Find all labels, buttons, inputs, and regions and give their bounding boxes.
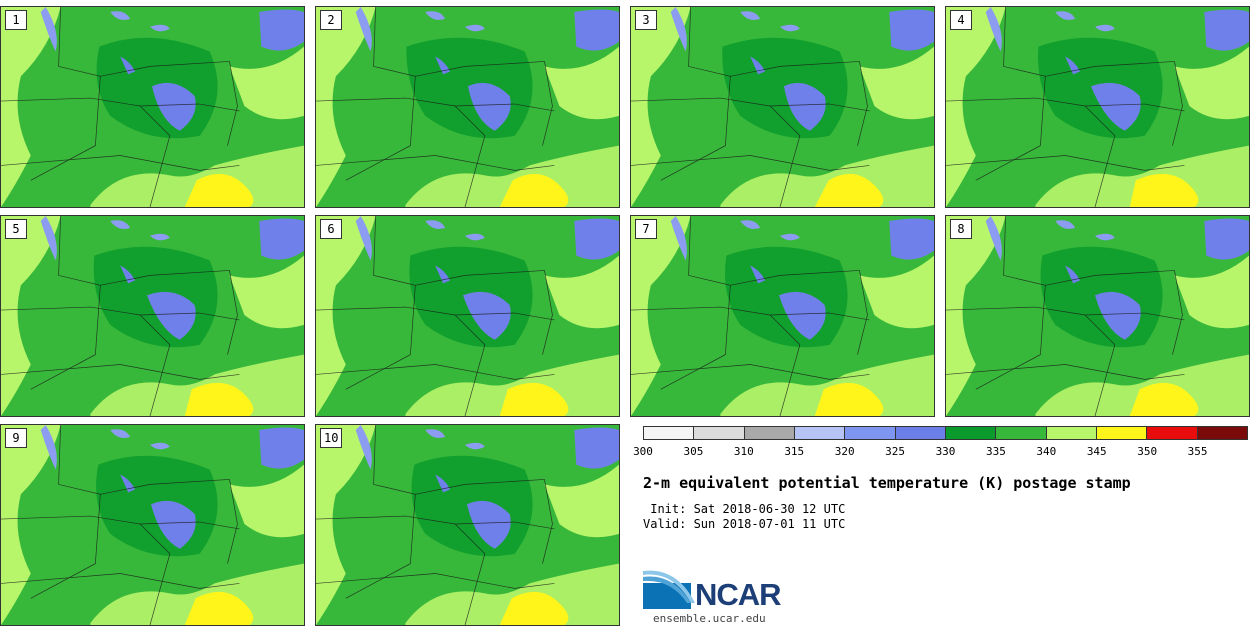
colorbar-tick-label: 350 [1137,445,1158,458]
panel-number: 4 [950,10,972,30]
ensemble-url[interactable]: ensemble.ucar.edu [653,612,766,625]
panel-number: 6 [320,219,342,239]
colorbar-segment [694,427,745,439]
figure-title: 2-m equivalent potential temperature (K)… [643,474,1131,492]
panel-number: 2 [320,10,342,30]
colorbar-segment [845,427,896,439]
colorbar [643,426,1248,440]
map-panel-svg [316,216,619,416]
map-panel-1: 1 [0,6,305,208]
init-time: Init: Sat 2018-06-30 12 UTC [643,502,846,516]
colorbar-tick-label: 340 [1036,445,1057,458]
map-panel-svg [946,216,1249,416]
map-panel-9: 9 [0,424,305,626]
panel-number: 8 [950,219,972,239]
panel-number: 3 [635,10,657,30]
colorbar-tick-label: 345 [1086,445,1107,458]
ncar-logo-icon [643,570,695,609]
map-panel-svg [1,216,304,416]
map-panel-svg [631,216,934,416]
map-panel-6: 6 [315,215,620,417]
panel-number: 5 [5,219,27,239]
colorbar-tick-label: 320 [834,445,855,458]
colorbar-tick-label: 355 [1187,445,1208,458]
panel-number: 1 [5,10,27,30]
colorbar-segment [895,427,946,439]
colorbar-segment [996,427,1047,439]
map-panel-8: 8 [945,215,1250,417]
colorbar-segment [1046,427,1097,439]
map-panel-svg [631,7,934,207]
colorbar-tick-label: 310 [733,445,754,458]
map-panel-svg [316,7,619,207]
map-panel-3: 3 [630,6,935,208]
ncar-logo-text: NCAR [695,577,782,612]
valid-time: Valid: Sun 2018-07-01 11 UTC [643,517,846,531]
colorbar-tick-label: 300 [633,445,653,458]
panel-number: 7 [635,219,657,239]
colorbar-segment [1147,427,1198,439]
map-panel-4: 4 [945,6,1250,208]
panel-number: 10 [320,428,343,448]
map-panel-10: 10 [315,424,620,626]
colorbar-segment [744,427,795,439]
panel-number: 9 [5,428,27,448]
colorbar-ticks: 300 305 310 315 320 325 330 335 340 345 350 355 [633,445,1248,459]
map-panel-svg [946,7,1249,207]
colorbar-tick-label: 315 [784,445,805,458]
colorbar-segment [644,427,695,439]
map-panel-svg [316,425,619,625]
map-panel-7: 7 [630,215,935,417]
colorbar-tick-label: 335 [985,445,1006,458]
colorbar-segment [1096,427,1148,439]
colorbar-segment [945,427,997,439]
map-panel-5: 5 [0,215,305,417]
colorbar-tick-label: 305 [683,445,704,458]
colorbar-tick-label: 330 [935,445,956,458]
map-panel-svg [1,425,304,625]
map-panel-2: 2 [315,6,620,208]
colorbar-segment [794,427,846,439]
colorbar-segment [1197,427,1247,439]
map-panel-svg [1,7,304,207]
colorbar-tick-label: 325 [885,445,906,458]
